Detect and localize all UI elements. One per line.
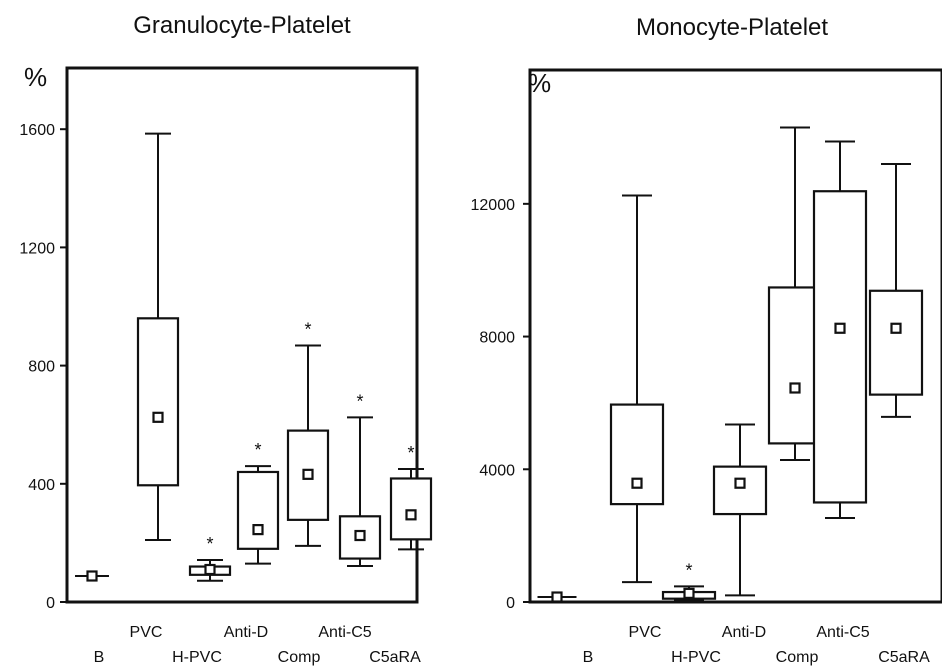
median-marker [789,382,801,394]
box-anti-d [712,423,768,597]
median-marker [152,411,164,423]
y-tick-label: 800 [28,359,55,376]
y-tick-label: 12000 [471,197,516,214]
box-b [75,570,109,582]
y-tick-label: 8000 [479,330,515,347]
iqr-box [812,190,868,504]
y-tick-label: 400 [28,477,55,494]
box-b [537,591,577,603]
significance-asterisk: * [685,560,692,580]
iqr-box [767,286,823,445]
x-tick-label: PVC [629,624,662,641]
x-tick-label: H-PVC [671,649,721,666]
y-tick-label: 1200 [19,240,55,257]
x-tick-label: B [583,649,594,666]
x-tick-label: Anti-C5 [318,624,371,641]
box-c5ara: * [389,443,433,551]
box-comp: * [286,320,330,547]
median-marker [204,563,216,576]
median-marker [683,587,695,599]
iqr-box [609,403,665,506]
box-pvc [609,194,665,584]
significance-asterisk: * [304,320,311,340]
y-tick-label: 1600 [19,122,55,139]
x-tick-label: Anti-D [722,624,766,641]
iqr-box [712,465,768,516]
x-tick-label: C5aRA [878,649,930,666]
median-marker [86,570,98,582]
x-tick-label: B [94,649,105,666]
box-comp [767,126,823,461]
median-marker [405,509,417,521]
median-marker [631,477,643,489]
y-axis-label: % [528,68,551,98]
plot-frame [65,66,419,604]
box-anti-c5: * [338,391,382,567]
significance-asterisk: * [356,391,363,411]
iqr-box [136,317,180,487]
significance-asterisk: * [254,440,261,460]
median-marker [734,477,746,489]
y-axis-label: % [24,62,47,92]
iqr-box [389,477,433,541]
median-marker [834,322,846,334]
box-anti-c5 [812,140,868,520]
y-tick-label: 4000 [479,462,515,479]
box-anti-d: * [236,440,280,565]
x-tick-label: C5aRA [369,649,421,666]
x-tick-label: Anti-C5 [816,624,869,641]
box-c5ara [868,163,924,418]
x-tick-label: H-PVC [172,649,222,666]
box-pvc [136,132,180,541]
monocyte-platelet-panel: Monocyte-Platelet% 0 4000 8000 12000 * B PVC H-P… [471,14,942,666]
chart-title: Monocyte-Platelet [636,14,828,41]
granulocyte-platelet-panel: Granulocyte-Platelet% 0 400 800 1200 1600 * * * *… [19,12,433,666]
y-tick-label: 0 [46,595,55,612]
median-marker [252,524,264,536]
median-marker [551,591,563,603]
box-h-pvc: * [188,534,232,582]
significance-asterisk: * [206,534,213,554]
x-tick-label: Anti-D [224,624,268,641]
box-h-pvc: * [661,560,717,602]
iqr-box [236,470,280,550]
x-tick-label: PVC [130,624,163,641]
median-marker [302,468,314,480]
median-marker [890,322,902,334]
x-tick-label: Comp [278,649,321,666]
x-tick-label: Comp [776,649,819,666]
median-marker [354,529,366,542]
y-tick-label: 0 [506,595,515,612]
significance-asterisk: * [407,443,414,463]
chart-title: Granulocyte-Platelet [133,12,351,39]
iqr-box [868,289,924,396]
